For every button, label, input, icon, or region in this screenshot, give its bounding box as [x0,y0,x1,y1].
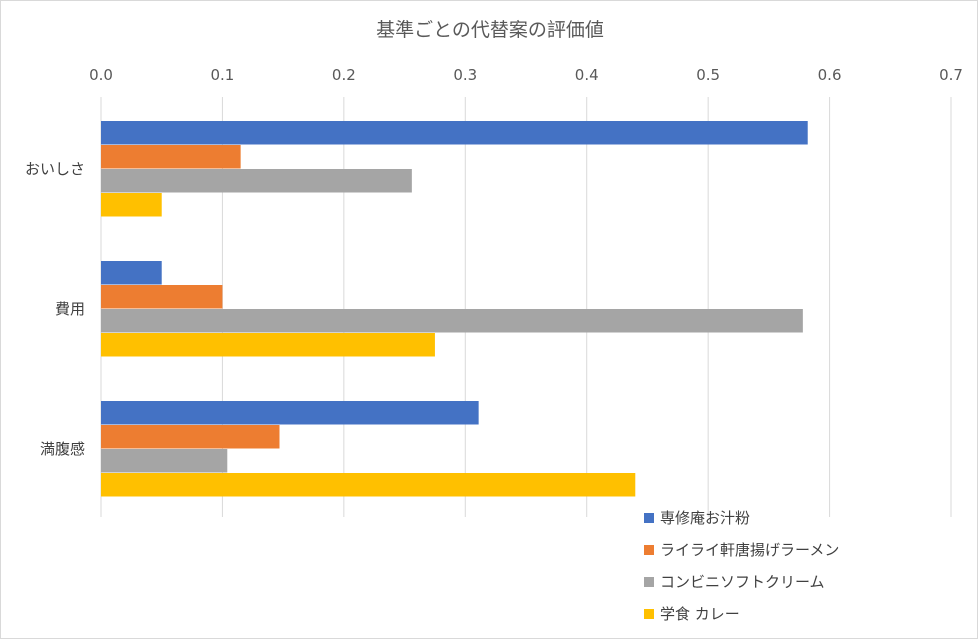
bar [101,401,479,425]
legend-label: ライライ軒唐揚げラーメン [660,541,839,559]
bar [101,449,228,473]
legend-swatch [644,545,654,555]
y-category-label: 費用 [55,300,85,318]
bar [101,169,412,193]
bar [101,121,808,145]
x-axis-ticks: 0.0 0.1 0.2 0.3 0.4 0.5 0.6 0.7 [89,66,963,84]
legend-swatch [644,513,654,523]
bar [101,473,636,497]
bar [101,425,280,449]
bar [101,261,162,285]
x-tick-label: 0.4 [575,66,599,84]
legend-label: コンビニソフトクリーム [660,573,825,591]
legend-label: 学食 カレー [660,605,740,623]
x-tick-label: 0.6 [818,66,842,84]
chart-title: 基準ごとの代替案の評価値 [376,19,604,41]
x-tick-label: 0.0 [89,66,113,84]
bar [101,309,803,333]
y-category-label: 満腹感 [40,440,85,458]
bars [101,121,808,497]
bar [101,285,223,309]
legend-label: 専修庵お汁粉 [660,509,750,527]
x-tick-label: 0.7 [939,66,963,84]
bar [101,145,241,169]
x-tick-label: 0.1 [210,66,234,84]
bar [101,333,435,357]
x-tick-label: 0.2 [332,66,356,84]
bar [101,193,162,217]
y-category-label: おいしさ [25,160,85,178]
legend-swatch [644,609,654,619]
x-tick-label: 0.3 [453,66,477,84]
legend-swatch [644,577,654,587]
x-tick-label: 0.5 [696,66,720,84]
